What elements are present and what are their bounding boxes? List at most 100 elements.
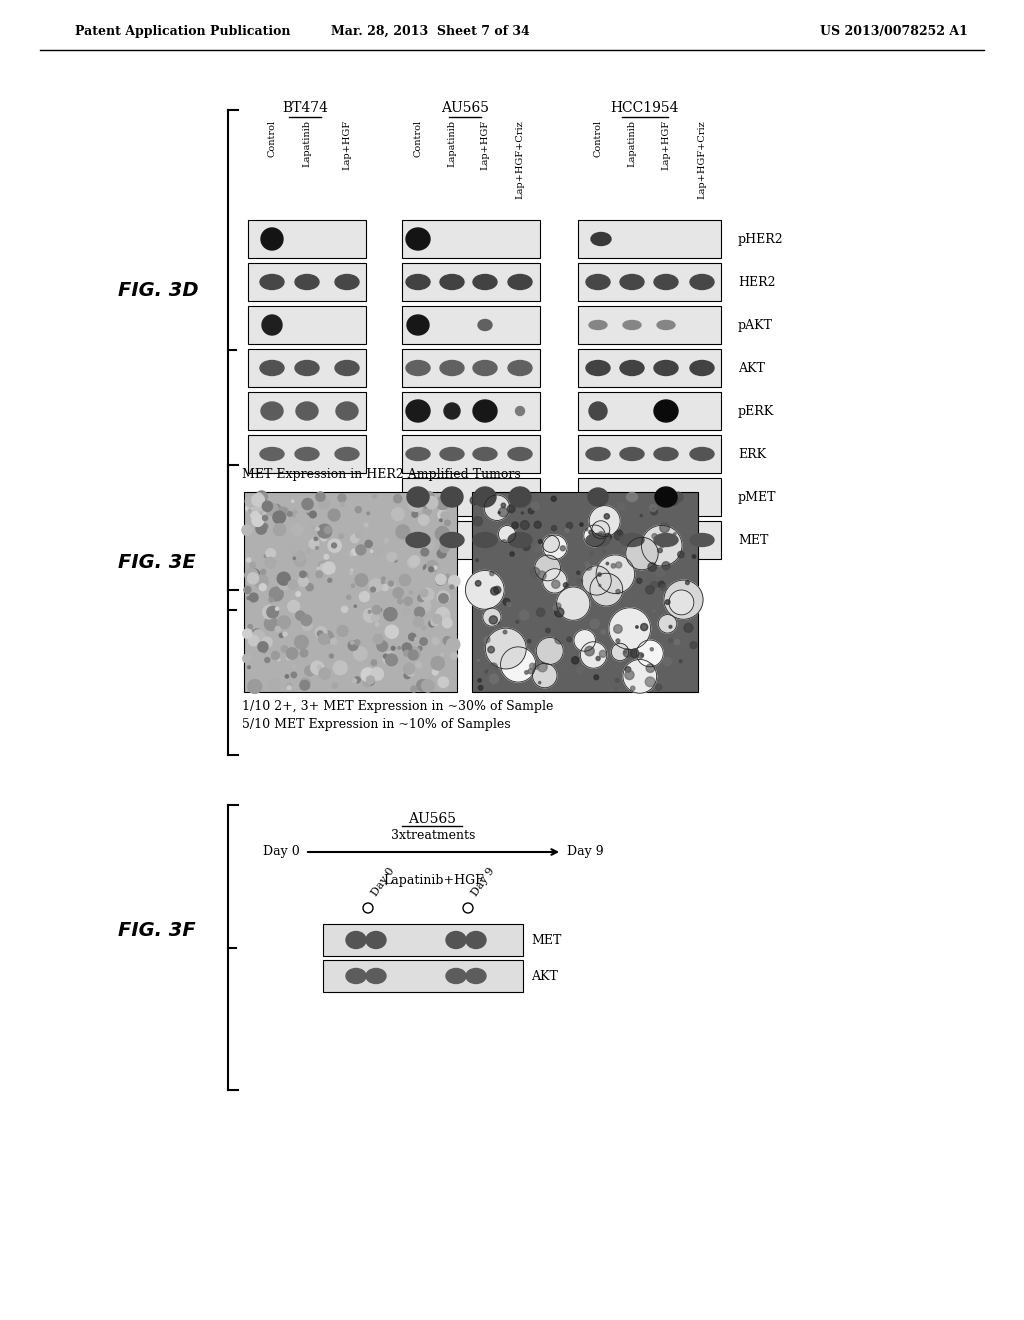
Circle shape	[412, 511, 418, 517]
Text: Lap+HGF: Lap+HGF	[480, 120, 489, 170]
Circle shape	[599, 651, 606, 657]
Circle shape	[318, 498, 330, 510]
Circle shape	[429, 566, 433, 572]
Circle shape	[414, 616, 424, 627]
Circle shape	[311, 527, 314, 529]
Circle shape	[317, 524, 332, 539]
Circle shape	[581, 642, 607, 668]
Circle shape	[374, 618, 377, 622]
Circle shape	[350, 640, 353, 644]
Circle shape	[616, 639, 620, 643]
Circle shape	[332, 543, 337, 548]
Ellipse shape	[474, 487, 496, 507]
Text: FIG. 3F: FIG. 3F	[118, 920, 196, 940]
Circle shape	[435, 527, 445, 536]
Circle shape	[309, 511, 316, 517]
Circle shape	[596, 656, 600, 660]
Circle shape	[555, 635, 563, 644]
Circle shape	[408, 647, 420, 660]
Circle shape	[305, 573, 307, 576]
Circle shape	[262, 515, 267, 520]
Circle shape	[440, 573, 450, 582]
Circle shape	[250, 562, 255, 568]
Circle shape	[617, 503, 625, 510]
Circle shape	[632, 541, 635, 543]
Circle shape	[438, 510, 446, 519]
Circle shape	[592, 521, 609, 539]
Circle shape	[690, 642, 697, 648]
Circle shape	[315, 546, 318, 549]
Bar	[402, 521, 540, 558]
Bar	[248, 436, 366, 473]
Text: Mar. 28, 2013  Sheet 7 of 34: Mar. 28, 2013 Sheet 7 of 34	[331, 25, 529, 38]
Circle shape	[503, 630, 507, 634]
Circle shape	[431, 618, 439, 626]
Circle shape	[669, 590, 694, 615]
Circle shape	[364, 609, 377, 622]
Circle shape	[302, 620, 312, 631]
Ellipse shape	[627, 492, 638, 502]
Circle shape	[253, 498, 266, 511]
Circle shape	[438, 677, 449, 688]
Ellipse shape	[620, 533, 644, 546]
Circle shape	[318, 561, 328, 570]
Circle shape	[328, 510, 340, 521]
Circle shape	[318, 634, 330, 644]
Circle shape	[271, 652, 280, 660]
Circle shape	[535, 521, 541, 528]
Circle shape	[303, 582, 306, 586]
Circle shape	[438, 594, 449, 603]
Circle shape	[371, 550, 373, 552]
Ellipse shape	[508, 360, 532, 375]
Circle shape	[466, 570, 504, 610]
Circle shape	[309, 539, 318, 549]
Ellipse shape	[620, 360, 644, 375]
Ellipse shape	[406, 360, 430, 375]
Circle shape	[498, 512, 500, 513]
Circle shape	[604, 513, 609, 519]
Circle shape	[670, 496, 679, 506]
Circle shape	[293, 665, 296, 668]
Text: ERK: ERK	[738, 447, 766, 461]
Circle shape	[418, 647, 422, 651]
Circle shape	[300, 680, 309, 690]
Circle shape	[539, 540, 543, 544]
Ellipse shape	[335, 447, 359, 461]
Circle shape	[652, 533, 657, 539]
Circle shape	[280, 507, 286, 515]
Circle shape	[338, 494, 346, 502]
Ellipse shape	[654, 360, 678, 375]
Circle shape	[273, 511, 286, 524]
Text: Lap+HGF: Lap+HGF	[662, 120, 671, 170]
Circle shape	[589, 531, 593, 535]
Circle shape	[528, 508, 534, 513]
Bar	[323, 960, 523, 993]
Circle shape	[316, 572, 323, 578]
Text: 5/10 MET Expression in ~10% of Samples: 5/10 MET Expression in ~10% of Samples	[242, 718, 511, 731]
Circle shape	[244, 586, 251, 594]
Circle shape	[494, 586, 501, 594]
Circle shape	[410, 533, 413, 537]
Circle shape	[674, 533, 676, 535]
Ellipse shape	[509, 487, 531, 507]
Circle shape	[520, 520, 529, 529]
Circle shape	[286, 656, 290, 660]
Circle shape	[613, 624, 623, 634]
Ellipse shape	[588, 488, 608, 506]
Circle shape	[590, 573, 623, 606]
Ellipse shape	[508, 275, 532, 289]
Circle shape	[371, 660, 377, 665]
Circle shape	[404, 672, 411, 678]
Circle shape	[304, 574, 308, 578]
Circle shape	[577, 667, 584, 673]
Ellipse shape	[261, 403, 283, 420]
Circle shape	[280, 634, 284, 638]
Circle shape	[624, 648, 632, 657]
Ellipse shape	[690, 360, 714, 375]
Circle shape	[565, 528, 569, 532]
Circle shape	[264, 618, 278, 631]
Circle shape	[328, 578, 332, 582]
Circle shape	[315, 627, 327, 639]
Circle shape	[489, 675, 499, 684]
Circle shape	[288, 512, 292, 516]
